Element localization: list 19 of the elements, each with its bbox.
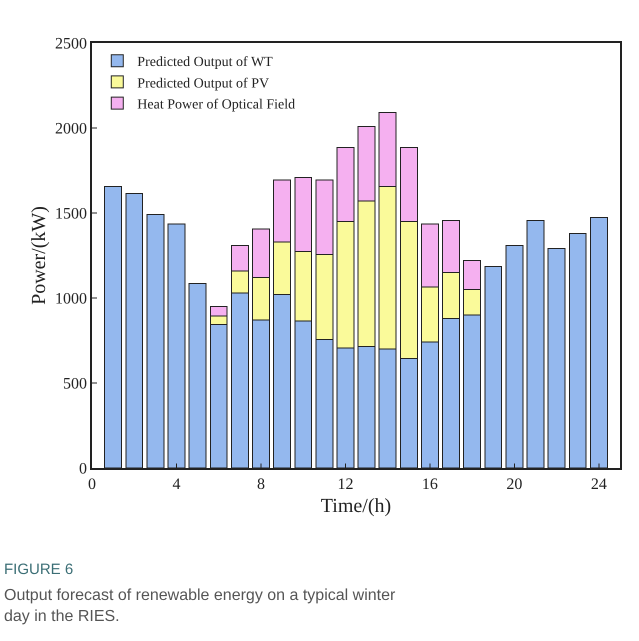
x-tick-label: 8 (256, 476, 265, 493)
text: Output forecast of renewable energy on a typical winter day in the RIES. (4, 587, 396, 625)
y-tick-label: 2000 (55, 120, 88, 138)
y-tick-label: 1500 (55, 206, 88, 223)
legend-label: Heat Power of Optical Field (137, 98, 296, 113)
y-axis-title: Power/(kW) (28, 206, 50, 305)
caption: FIGURE 6 (4, 561, 74, 578)
y-tick-label: 500 (63, 376, 88, 393)
legend-label: Predicted Output of PV (137, 76, 270, 92)
y-tick-label: 1000 (55, 290, 88, 308)
x-tick-label: 16 (422, 476, 438, 493)
y-tick-label: 2500 (55, 36, 88, 53)
legend-label: Predicted Output of WT (137, 55, 274, 70)
y-tick-label: 0 (79, 460, 88, 478)
x-tick-label: 4 (172, 476, 180, 493)
x-tick-label: 12 (337, 476, 354, 493)
x-axis-title: Time/(h) (320, 494, 392, 517)
x-tick-label: 20 (506, 476, 522, 493)
x-tick-label: 24 (590, 476, 607, 493)
